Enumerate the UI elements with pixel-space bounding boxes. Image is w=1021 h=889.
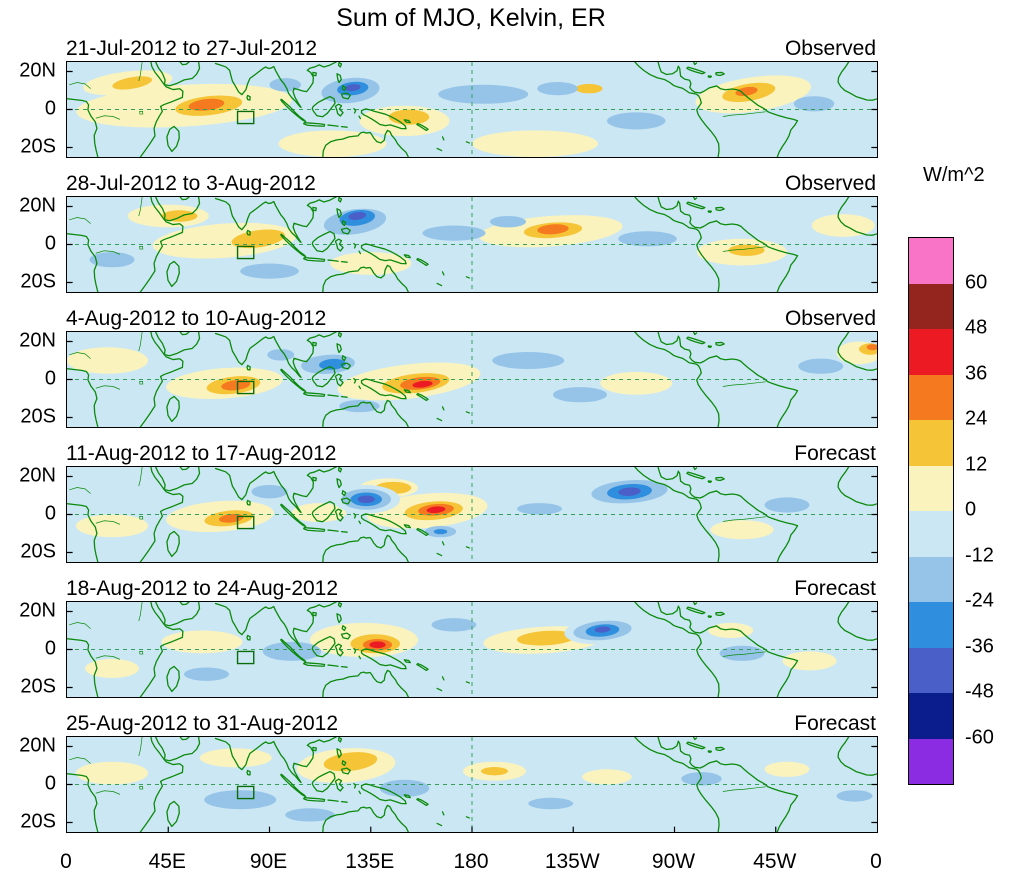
colorbar-tick-label: 12 xyxy=(965,453,988,475)
panel-3-y-axis: 20N 0 20S xyxy=(0,329,66,428)
colorbar-cell xyxy=(909,420,953,466)
figure-title: Sum of MJO, Kelvin, ER xyxy=(336,4,606,32)
panel-1-date-range: 21-Jul-2012 to 27-Jul-2012 xyxy=(66,37,317,60)
panel-1-header: 21-Jul-2012 to 27-Jul-2012 Observed xyxy=(66,36,876,61)
panel-3-date-range: 4-Aug-2012 to 10-Aug-2012 xyxy=(66,307,327,330)
colorbar-tick-label: -12 xyxy=(965,544,994,566)
y-tick-20n: 20N xyxy=(19,194,56,217)
panel-3: 4-Aug-2012 to 10-Aug-2012 Observed 20N 0… xyxy=(0,306,1021,428)
colorbar-cell xyxy=(909,693,953,739)
y-tick-20n: 20N xyxy=(19,329,56,352)
y-tick-0: 0 xyxy=(44,367,56,390)
y-tick-0: 0 xyxy=(44,502,56,525)
x-tick-135w: 135W xyxy=(544,850,600,873)
x-tick-45w: 45W xyxy=(753,850,797,873)
colorbar-tick-label: 24 xyxy=(965,407,988,430)
panel-4-header: 11-Aug-2012 to 17-Aug-2012 Forecast xyxy=(66,441,876,466)
x-tick-0: 0 xyxy=(60,850,72,873)
x-tick-135e: 135E xyxy=(345,850,395,873)
x-tick-360: 0 xyxy=(870,850,882,873)
panel-2-y-axis: 20N 0 20S xyxy=(0,194,66,293)
colorbar-tick-label: -24 xyxy=(965,589,994,612)
y-tick-0: 0 xyxy=(44,772,56,795)
panel-1-y-axis: 20N 0 20S xyxy=(0,59,66,158)
panel-4-map xyxy=(66,466,878,563)
colorbar-cell xyxy=(909,465,953,511)
x-axis: 0 45E 90E 135E 180 135W 90W 45W 0 xyxy=(60,846,882,876)
x-tick-90e: 90E xyxy=(249,850,288,873)
panel-6-y-axis: 20N 0 20S xyxy=(0,734,66,833)
colorbar-cell xyxy=(909,556,953,602)
panel-6: 25-Aug-2012 to 31-Aug-2012 Forecast 20N … xyxy=(0,711,1021,833)
y-tick-20n: 20N xyxy=(19,734,56,757)
colorbar: W/m^2 60 48 36 24 12 0 -12 -24 -36 -48 -60 xyxy=(881,0,1021,889)
colorbar-cell xyxy=(909,329,953,375)
panel-2-map xyxy=(66,196,878,293)
colorbar-cell xyxy=(909,511,953,557)
panel-3-header: 4-Aug-2012 to 10-Aug-2012 Observed xyxy=(66,306,876,331)
panel-1-map xyxy=(66,61,878,158)
colorbar-tick-label: -60 xyxy=(965,726,994,748)
colorbar-tick-label: 60 xyxy=(965,271,988,293)
panel-6-map xyxy=(66,736,878,833)
colorbar-cell xyxy=(909,238,953,284)
y-tick-20n: 20N xyxy=(19,599,56,622)
panel-5-header: 18-Aug-2012 to 24-Aug-2012 Forecast xyxy=(66,576,876,601)
y-tick-20s: 20S xyxy=(20,405,56,428)
panel-4: 11-Aug-2012 to 17-Aug-2012 Forecast 20N … xyxy=(0,441,1021,563)
y-tick-20s: 20S xyxy=(20,135,56,158)
y-tick-0: 0 xyxy=(44,97,56,120)
panel-1-status: Observed xyxy=(784,37,876,60)
colorbar-cell xyxy=(909,738,953,784)
colorbar-cell xyxy=(909,283,953,329)
panel-3-map xyxy=(66,331,878,428)
panel-5-map xyxy=(66,601,878,698)
colorbar-tick-labels: 60 48 36 24 12 0 -12 -24 -36 -48 -60 xyxy=(965,237,1021,783)
colorbar-tick-label: 36 xyxy=(965,362,988,384)
y-tick-0: 0 xyxy=(44,637,56,660)
colorbar-bar xyxy=(908,237,954,785)
panel-6-status: Forecast xyxy=(794,712,876,735)
colorbar-cell xyxy=(909,374,953,420)
panel-5-status: Forecast xyxy=(794,577,876,600)
panel-6-header: 25-Aug-2012 to 31-Aug-2012 Forecast xyxy=(66,711,876,736)
panel-5: 18-Aug-2012 to 24-Aug-2012 Forecast 20N … xyxy=(0,576,1021,698)
panel-5-date-range: 18-Aug-2012 to 24-Aug-2012 xyxy=(66,577,339,600)
y-tick-20n: 20N xyxy=(19,464,56,487)
panel-4-date-range: 11-Aug-2012 to 17-Aug-2012 xyxy=(66,442,337,465)
panel-2-date-range: 28-Jul-2012 to 3-Aug-2012 xyxy=(66,172,316,195)
colorbar-units-label: W/m^2 xyxy=(923,164,985,186)
panel-4-y-axis: 20N 0 20S xyxy=(0,464,66,563)
panel-2-status: Observed xyxy=(784,172,876,195)
x-tick-45e: 45E xyxy=(148,850,186,873)
colorbar-tick-label: -48 xyxy=(965,680,994,703)
y-tick-0: 0 xyxy=(44,232,56,255)
panel-3-status: Observed xyxy=(784,307,876,330)
colorbar-cell xyxy=(909,602,953,648)
y-tick-20s: 20S xyxy=(20,675,56,698)
y-tick-20s: 20S xyxy=(20,810,56,833)
panel-5-y-axis: 20N 0 20S xyxy=(0,599,66,698)
colorbar-tick-label: -36 xyxy=(965,635,994,657)
panel-1: 21-Jul-2012 to 27-Jul-2012 Observed 20N … xyxy=(0,36,1021,158)
x-tick-180: 180 xyxy=(453,850,489,873)
colorbar-tick-label: 0 xyxy=(965,498,977,521)
y-tick-20s: 20S xyxy=(20,540,56,563)
y-tick-20n: 20N xyxy=(19,59,56,82)
colorbar-tick-label: 48 xyxy=(965,316,988,339)
y-tick-20s: 20S xyxy=(20,270,56,293)
x-tick-90w: 90W xyxy=(651,850,696,873)
panel-2: 28-Jul-2012 to 3-Aug-2012 Observed 20N 0… xyxy=(0,171,1021,293)
panel-4-status: Forecast xyxy=(794,442,876,465)
panel-2-header: 28-Jul-2012 to 3-Aug-2012 Observed xyxy=(66,171,876,196)
colorbar-cell xyxy=(909,647,953,693)
panel-6-date-range: 25-Aug-2012 to 31-Aug-2012 xyxy=(66,712,339,735)
